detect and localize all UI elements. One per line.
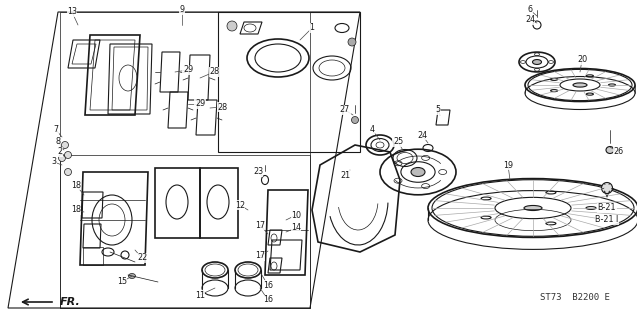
Text: ST73  B2200 E: ST73 B2200 E [540,293,610,302]
Bar [83,247,103,265]
Text: 2: 2 [57,148,62,156]
Ellipse shape [64,151,71,158]
Ellipse shape [352,116,359,124]
Text: 23: 23 [253,167,263,177]
Ellipse shape [348,38,356,46]
Text: 22: 22 [137,253,147,262]
Text: 25: 25 [393,138,403,147]
Text: 26: 26 [613,148,623,156]
Text: 20: 20 [577,55,587,65]
Text: 24: 24 [525,15,535,25]
Text: 19: 19 [503,161,513,170]
Text: 8: 8 [55,138,61,147]
Text: 27: 27 [340,106,350,115]
Ellipse shape [64,169,71,175]
Text: 10: 10 [291,211,301,220]
Text: 13: 13 [67,7,77,17]
Text: 17: 17 [255,220,265,229]
Ellipse shape [62,141,69,148]
Ellipse shape [533,60,541,64]
Ellipse shape [606,147,614,154]
Text: 12: 12 [235,201,245,210]
Text: 18: 18 [71,205,81,214]
Text: 17: 17 [255,252,265,260]
Text: 4: 4 [369,125,375,134]
Ellipse shape [411,167,425,177]
Text: 7: 7 [54,125,59,134]
Text: 6: 6 [527,5,533,14]
Text: 9: 9 [180,5,185,14]
Text: 5: 5 [436,106,441,115]
Text: 29: 29 [195,100,205,108]
Ellipse shape [524,205,542,211]
Ellipse shape [227,21,237,31]
Text: 18: 18 [71,180,81,189]
Text: 21: 21 [340,171,350,180]
Ellipse shape [573,83,587,87]
Ellipse shape [59,155,66,162]
Ellipse shape [601,182,613,194]
Text: 29: 29 [183,66,193,75]
Text: 3: 3 [52,157,57,166]
Text: 16: 16 [263,281,273,290]
Text: 24: 24 [417,131,427,140]
Text: 16: 16 [263,295,273,305]
Text: 1: 1 [310,23,315,33]
Text: 11: 11 [195,291,205,300]
Text: B-21 I: B-21 I [596,215,619,225]
Text: 28: 28 [217,102,227,111]
Ellipse shape [129,274,136,278]
Text: 15: 15 [117,277,127,286]
Text: 14: 14 [291,223,301,233]
Text: 28: 28 [209,68,219,76]
Text: B-21: B-21 [598,204,616,212]
Text: FR.: FR. [60,297,81,307]
